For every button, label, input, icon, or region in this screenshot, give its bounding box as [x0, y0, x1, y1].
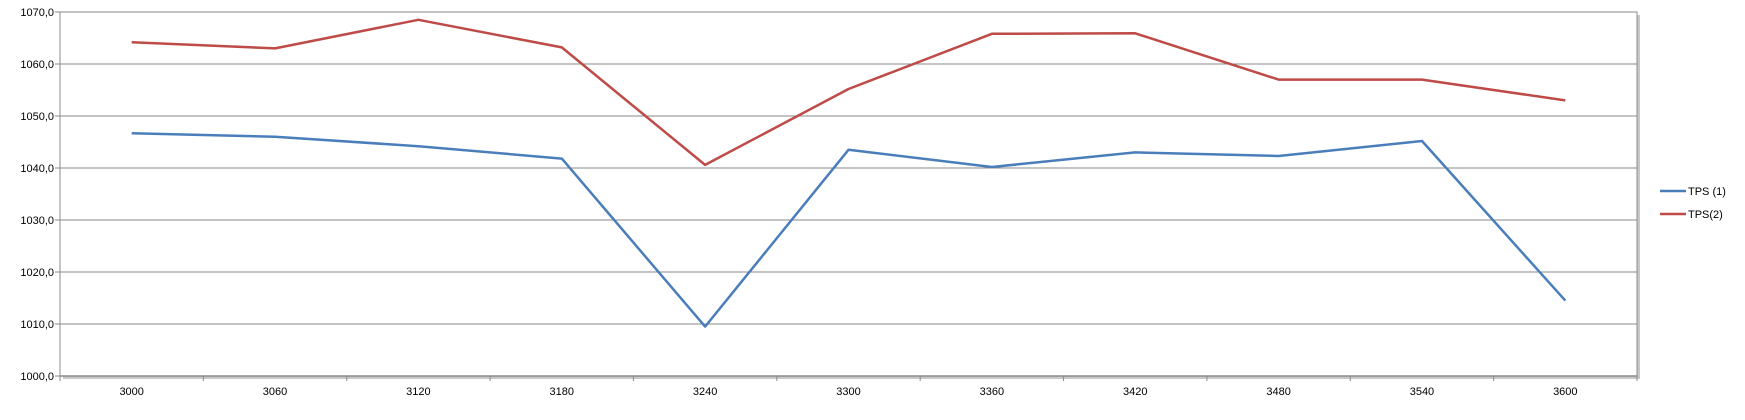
x-tick-label: 3240 [693, 386, 717, 398]
y-tick-label: 1020,0 [20, 267, 54, 279]
series-line-1 [131, 131, 1567, 328]
x-tick-label: 3480 [1266, 386, 1290, 398]
x-tick-label: 3180 [550, 386, 574, 398]
y-tick-label: 1050,0 [20, 111, 54, 123]
y-tick-label: 1030,0 [20, 215, 54, 227]
x-tick-label: 3120 [406, 386, 430, 398]
x-tick-label: 3000 [119, 386, 143, 398]
x-tick-label: 3060 [263, 386, 287, 398]
plot-area [59, 11, 1638, 377]
x-tick-label: 3360 [980, 386, 1004, 398]
x-tick-label: 3420 [1123, 386, 1147, 398]
y-tick-label: 1040,0 [20, 163, 54, 175]
x-tick-label: 3540 [1410, 386, 1434, 398]
legend-label-2: TPS(2) [1688, 209, 1723, 221]
x-tick-label: 3600 [1553, 386, 1577, 398]
x-tick-label: 3300 [836, 386, 860, 398]
y-tick-label: 1070,0 [20, 7, 54, 19]
y-tick-label: 1010,0 [20, 319, 54, 331]
series-line-2 [131, 18, 1566, 167]
y-tick-label: 1060,0 [20, 59, 54, 71]
y-tick-label: 1000,0 [20, 371, 54, 383]
legend-label-1: TPS (1) [1688, 186, 1726, 198]
